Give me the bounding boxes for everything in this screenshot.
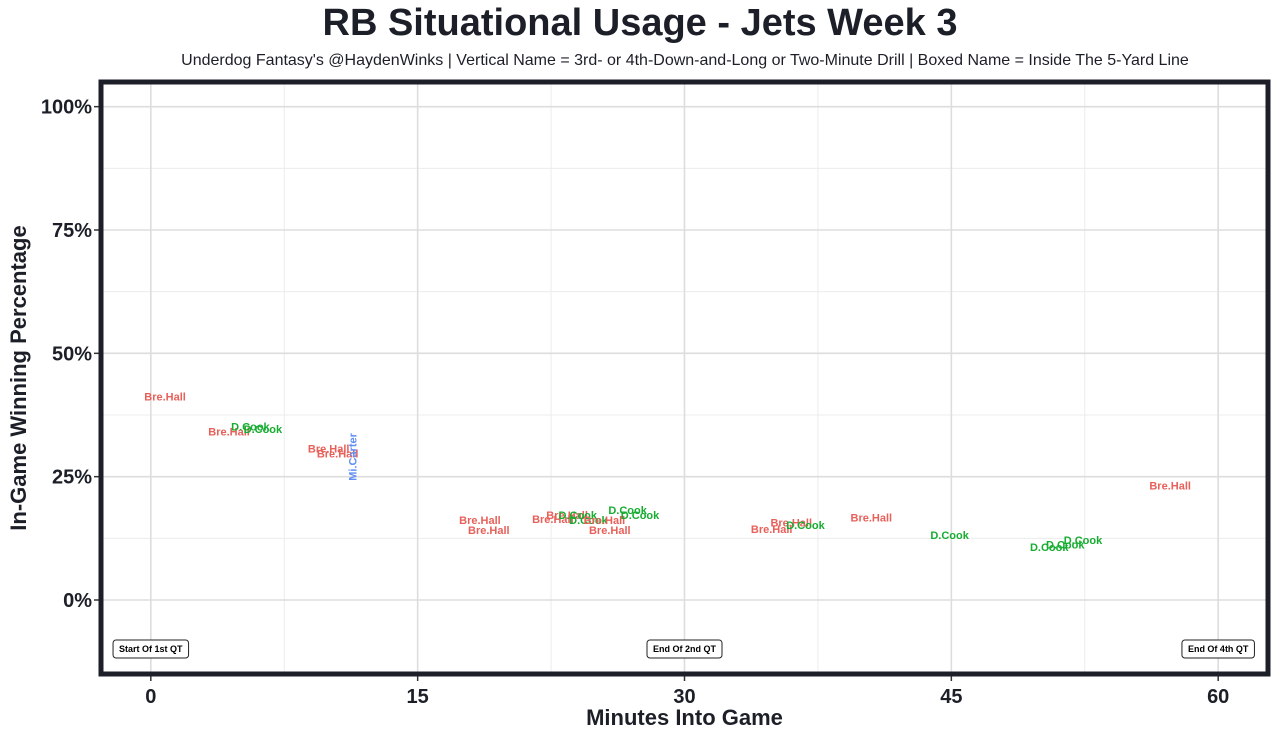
data-point-label: Bre.Hall [589, 525, 631, 537]
data-point-label: Bre.Hall [851, 513, 893, 525]
data-point-label: D.Cook [1030, 542, 1069, 554]
data-point-label: Bre.Hall [584, 515, 626, 527]
x-tick-label: 60 [1207, 686, 1229, 708]
data-point-label: D.Cook [1046, 540, 1085, 552]
y-axis-title: In-Game Winning Percentage [6, 225, 31, 530]
quarter-markers: Start Of 1st QT End Of 2nd QT End Of 4th Q… [112, 639, 1255, 659]
data-point-label: D.Cook [569, 515, 608, 527]
quarter-marker-label: Start Of 1st QT [119, 644, 183, 654]
x-tick-label: 30 [673, 686, 695, 708]
data-point-label: Bre.Hall [770, 518, 812, 530]
y-tick-label: 75% [52, 220, 92, 242]
quarter-marker-label: End Of 4th QT [1188, 644, 1249, 654]
x-tick-label: 15 [407, 686, 429, 708]
x-tick-label: 45 [940, 686, 962, 708]
data-point-label: D.Cook [930, 530, 969, 542]
quarter-marker-box [1181, 639, 1255, 659]
quarter-marker-box [646, 639, 723, 659]
chart-subtitle: Underdog Fantasy's @HaydenWinks | Vertic… [181, 52, 1189, 69]
data-point-label: Bre.Hall [546, 510, 588, 522]
data-point-label: Bre.Hall [468, 525, 510, 537]
y-tick-label: 0% [63, 590, 92, 612]
x-tick-label: 0 [145, 686, 156, 708]
data-point-label: D.Cook [559, 510, 598, 522]
quarter-marker: End Of 4th QT [1181, 639, 1255, 659]
data-point-label: Bre.Hall [459, 515, 501, 527]
data-point-label: Bre.Hall [751, 524, 793, 536]
grid-lines [101, 82, 1268, 674]
plot-frame [98, 79, 1271, 677]
data-point-label: D.Cook [621, 510, 660, 522]
y-tick-label: 100% [41, 97, 92, 119]
data-point-label: D.Cook [244, 424, 283, 436]
data-point-label: Bre.Hall [308, 444, 350, 456]
data-points: Bre.HallBre.HallD.CookD.CookBre.HallBre.… [144, 392, 1191, 554]
data-point-label: D.Cook [608, 505, 647, 517]
x-axis-ticks: 0 15 30 45 60 [145, 676, 1229, 708]
data-point-label: D.Cook [786, 520, 825, 532]
y-axis-ticks: 0% 25% 50% 75% 100% [41, 97, 99, 612]
quarter-marker: Start Of 1st QT [112, 639, 190, 659]
x-axis-title: Minutes Into Game [586, 705, 783, 730]
data-point-label: D.Cook [231, 421, 270, 433]
data-point-label: D.Cook [1064, 535, 1103, 547]
quarter-marker-box [112, 639, 190, 659]
data-point-label: Bre.Hall [208, 426, 250, 438]
data-point-label: Bre.Hall [317, 448, 359, 460]
quarter-marker-label: End Of 2nd QT [653, 644, 716, 654]
data-point-label: Bre.Hall [144, 392, 186, 404]
chart-title: RB Situational Usage - Jets Week 3 [322, 2, 958, 44]
data-point-label: Mi.Carter [348, 432, 360, 480]
quarter-marker: End Of 2nd QT [646, 639, 723, 659]
data-point-label: Bre.Hall [1149, 481, 1191, 493]
y-tick-label: 50% [52, 343, 92, 365]
data-point-label: Bre.Hall [532, 514, 574, 526]
y-tick-label: 25% [52, 467, 92, 489]
